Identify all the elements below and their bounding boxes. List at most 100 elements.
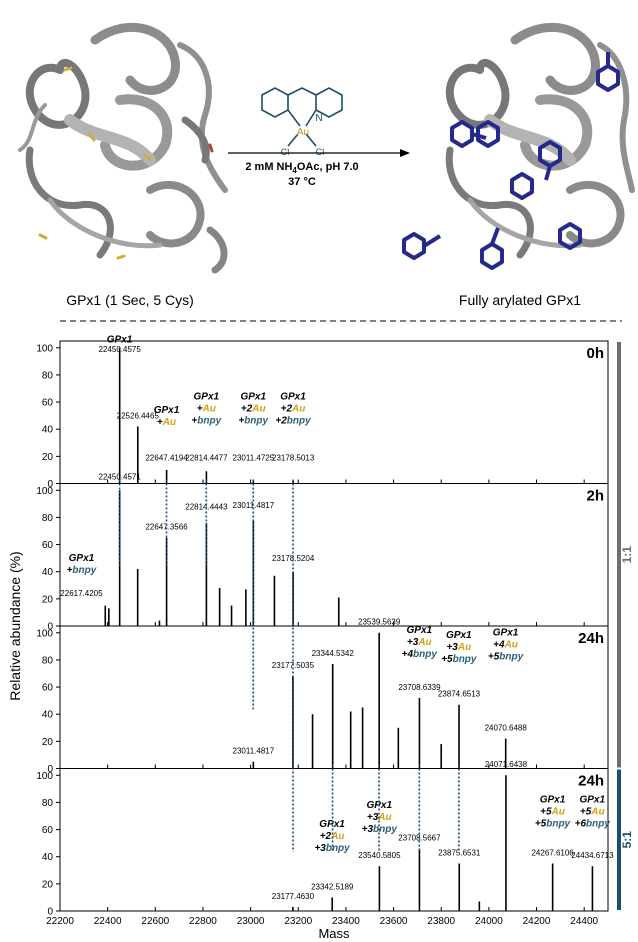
species-annotation-part: bnpy: [326, 843, 350, 854]
peak-mass-label: 22647.3566: [145, 523, 188, 532]
y-tick-label: 80: [42, 655, 54, 666]
peak-mass-label: 24071.6438: [485, 760, 528, 769]
species-annotation-part: +5: [441, 654, 453, 665]
y-tick-label: 0: [47, 764, 53, 775]
panel-time-label: 24h: [578, 773, 604, 790]
y-tick-label: 40: [42, 852, 54, 863]
peak-mass-label: 22617.4205: [60, 589, 103, 598]
species-annotation: GPx1: [493, 628, 519, 639]
peak-mass-label: 23178.5013: [272, 453, 315, 462]
species-annotation-part: +2: [320, 831, 332, 842]
y-tick-label: 60: [42, 398, 54, 409]
species-annotation-part: GPx1: [107, 334, 133, 345]
species-annotation-part: Au: [291, 403, 305, 414]
ratio-label: 5:1: [620, 831, 634, 849]
species-annotation: +6bnpy: [575, 818, 611, 829]
species-annotation: GPx1: [69, 553, 95, 564]
species-annotation: +3Au: [446, 642, 471, 653]
y-tick-label: 100: [36, 343, 53, 354]
species-annotation: +3Au: [367, 812, 392, 823]
peak-mass-label: 23342.5189: [311, 882, 354, 891]
species-annotation: +Au: [157, 417, 176, 428]
species-annotation-part: bnpy: [197, 415, 221, 426]
y-tick-label: 100: [36, 486, 53, 497]
species-annotation-part: +2: [241, 403, 253, 414]
species-annotation-part: +2: [275, 415, 287, 426]
species-annotation-part: Au: [457, 642, 471, 653]
species-annotation: +5Au: [580, 806, 605, 817]
species-annotation: +4bnpy: [402, 649, 438, 660]
ratio-bar: [617, 769, 621, 910]
species-annotation-part: Au: [251, 403, 265, 414]
species-annotation: +3bnpy: [314, 843, 350, 854]
species-annotation-part: GPx1: [540, 794, 566, 805]
reagent-n: N: [315, 113, 322, 124]
x-tick-label: 24400: [570, 916, 598, 927]
species-annotation-part: +2: [281, 403, 293, 414]
peak-mass-label: 22814.4477: [185, 453, 228, 462]
species-annotation-part: GPx1: [69, 553, 95, 564]
species-annotation: GPx1: [240, 391, 266, 402]
species-annotation: +2bnpy: [275, 415, 311, 426]
species-annotation: +2Au: [281, 403, 306, 414]
peak-mass-label: 23344.5342: [312, 649, 355, 658]
peak-mass-label: 22450.4571: [99, 472, 142, 481]
y-tick-label: 40: [42, 567, 54, 578]
x-tick-label: 22400: [94, 916, 122, 927]
peak-mass-label: 24070.6488: [485, 724, 528, 733]
peak-mass-label: 23708.6339: [398, 683, 441, 692]
x-tick-label: 22800: [189, 916, 217, 927]
peak-mass-label: 23539.5639: [358, 618, 401, 627]
conditions-line-1: 2 mM NH4OAc, pH 7.0: [245, 161, 358, 175]
species-annotation: +5Au: [540, 806, 565, 817]
species-annotation-part: +5: [488, 652, 500, 663]
species-annotation: GPx1: [280, 391, 306, 402]
y-tick-label: 60: [42, 825, 54, 836]
ratio-bar: [617, 342, 621, 768]
mass-spectra-chart: 0 20 40 60 80 100 0h 22450.4575 22526.4465 22647.…: [7, 334, 634, 941]
species-annotation-part: Au: [377, 812, 391, 823]
y-tick-label: 0: [47, 479, 53, 490]
peak-mass-label: 22814.4443: [185, 502, 228, 511]
species-annotation-part: +5: [540, 806, 552, 817]
protein-right: [445, 22, 635, 259]
x-tick-label: 22600: [141, 916, 169, 927]
y-tick-label: 60: [42, 540, 54, 551]
species-annotation: +5bnpy: [441, 654, 477, 665]
species-annotation: +5bnpy: [535, 818, 571, 829]
reaction-arrow-head: [400, 149, 410, 157]
reagent-cl-2: Cl: [316, 147, 325, 157]
species-annotation: +3bnpy: [362, 824, 398, 835]
species-annotation-part: bnpy: [72, 565, 96, 576]
species-annotation-part: bnpy: [287, 415, 311, 426]
species-annotation-part: +4: [402, 649, 414, 660]
peak-mass-label: 23177.5035: [272, 661, 315, 670]
species-annotation-part: bnpy: [373, 824, 397, 835]
species-annotation-part: Au: [417, 637, 431, 648]
species-annotation-part: Au: [162, 417, 176, 428]
species-annotation-part: GPx1: [493, 628, 519, 639]
x-tick-label: 24000: [475, 916, 503, 927]
peak-mass-label: 22450.4575: [99, 345, 142, 354]
y-tick-label: 80: [42, 370, 54, 381]
peak-mass-label: 23011.4817: [233, 747, 275, 756]
species-annotation-part: +: [67, 565, 73, 576]
species-annotation-part: GPx1: [240, 391, 266, 402]
panel-frame: [59, 768, 609, 912]
species-annotation-part: +3: [367, 812, 379, 823]
species-annotation: +Au: [197, 403, 216, 414]
species-annotation-part: Au: [504, 640, 518, 651]
species-annotation: +bnpy: [67, 565, 97, 576]
species-annotation-part: GPx1: [280, 391, 306, 402]
species-annotation-part: GPx1: [579, 794, 605, 805]
species-annotation-part: +: [157, 417, 163, 428]
species-annotation: +bnpy: [191, 415, 221, 426]
aryl-groups: [402, 52, 620, 270]
peak-mass-label: 23178.5204: [272, 554, 315, 563]
species-annotation-part: bnpy: [453, 654, 477, 665]
y-tick-label: 0: [47, 622, 53, 633]
species-annotation-part: bnpy: [244, 415, 268, 426]
species-annotation-part: bnpy: [586, 818, 610, 829]
species-annotation-part: +: [197, 403, 203, 414]
